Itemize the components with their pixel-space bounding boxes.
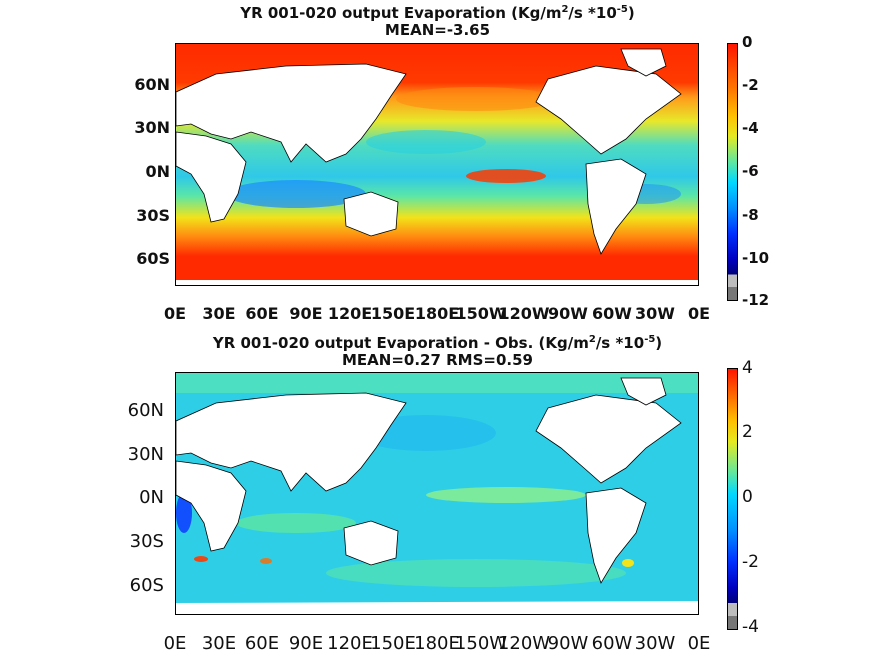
x-tick: 30W bbox=[635, 304, 675, 323]
colorbar-tick: 0 bbox=[742, 33, 753, 51]
x-tick: 60W bbox=[591, 633, 633, 654]
y-tick: 60S bbox=[129, 575, 164, 596]
x-tick: 0E bbox=[687, 304, 711, 323]
land-masks bbox=[176, 48, 698, 285]
y-tick: 60N bbox=[127, 400, 164, 421]
evaporation-map bbox=[175, 43, 699, 286]
x-tick: 60E bbox=[245, 304, 279, 323]
x-tick: 0E bbox=[687, 633, 711, 654]
colorbar-tick: -8 bbox=[742, 206, 759, 224]
x-tick: 30E bbox=[201, 633, 237, 654]
x-tick: 150W bbox=[455, 304, 507, 323]
panel1-subtitle: MEAN=-3.65 bbox=[384, 21, 491, 39]
y-tick: 0N bbox=[145, 162, 170, 181]
x-tick: 180E bbox=[414, 633, 460, 654]
colorbar-tick: 4 bbox=[742, 358, 753, 378]
x-tick: 150W bbox=[454, 633, 508, 654]
x-tick: 0E bbox=[163, 633, 187, 654]
x-tick: 120E bbox=[327, 633, 373, 654]
x-tick: 60E bbox=[244, 633, 280, 654]
x-tick: 90E bbox=[289, 304, 323, 323]
x-tick: 150E bbox=[370, 633, 416, 654]
panel1-title: YR 001-020 output Evaporation (Kg/m2/s *… bbox=[240, 4, 635, 22]
y-tick: 30S bbox=[129, 531, 164, 552]
colorbar-tick: 2 bbox=[742, 422, 753, 442]
x-tick: 150E bbox=[370, 304, 416, 323]
colorbar bbox=[727, 43, 738, 301]
y-tick: 30N bbox=[127, 444, 164, 465]
colorbar-tick: -2 bbox=[742, 552, 759, 572]
y-tick: 0N bbox=[139, 487, 164, 508]
x-tick: 90W bbox=[547, 633, 589, 654]
x-tick: 30W bbox=[634, 633, 676, 654]
y-tick: 30S bbox=[136, 206, 170, 225]
colorbar-tick: -10 bbox=[742, 249, 770, 267]
colorbar bbox=[727, 368, 738, 630]
colorbar-tick: -2 bbox=[742, 76, 759, 94]
x-tick: 180E bbox=[414, 304, 460, 323]
x-tick: 60W bbox=[592, 304, 632, 323]
colorbar-tick: -4 bbox=[742, 617, 759, 637]
colorbar-tick: -4 bbox=[742, 119, 759, 137]
x-tick: 90E bbox=[288, 633, 324, 654]
colorbar-tick: -12 bbox=[742, 291, 770, 309]
x-tick: 30E bbox=[202, 304, 236, 323]
panel2-title: YR 001-020 output Evaporation - Obs. (Kg… bbox=[212, 334, 663, 352]
panel2-subtitle: MEAN=0.27 RMS=0.59 bbox=[342, 351, 533, 369]
y-tick: 30N bbox=[134, 118, 170, 137]
x-tick: 90W bbox=[548, 304, 588, 323]
land-masks bbox=[176, 377, 698, 614]
x-tick: 0E bbox=[163, 304, 187, 323]
colorbar-tick: 0 bbox=[742, 487, 753, 507]
colorbar-tick: -6 bbox=[742, 162, 759, 180]
x-tick: 120W bbox=[498, 304, 550, 323]
x-tick: 120W bbox=[497, 633, 551, 654]
y-tick: 60S bbox=[136, 249, 170, 268]
y-tick: 60N bbox=[134, 75, 170, 94]
evaporation-difference-map bbox=[175, 372, 699, 615]
x-tick: 120E bbox=[327, 304, 373, 323]
